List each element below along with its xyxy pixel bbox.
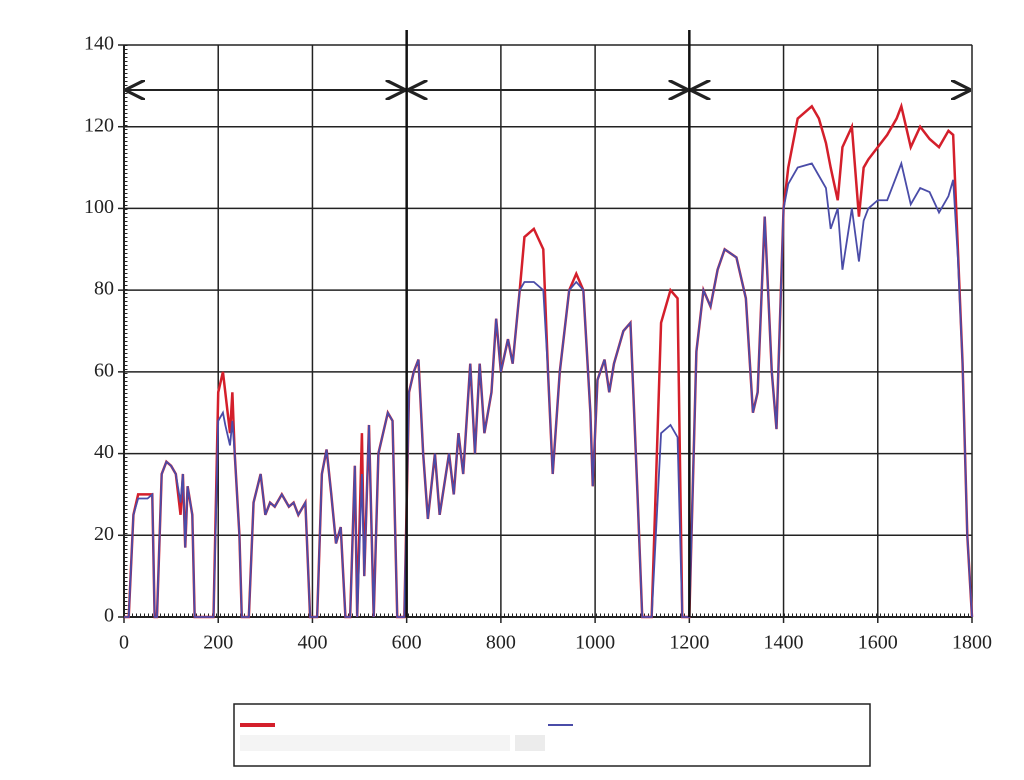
series-line xyxy=(124,160,973,618)
y-tick-label: 40 xyxy=(94,441,114,463)
x-tick-label: 400 xyxy=(297,632,327,654)
y-tick-label: 80 xyxy=(94,278,114,300)
x-tick-label: 1200 xyxy=(669,632,709,654)
x-tick-label: 1800 xyxy=(952,632,992,654)
y-tick-label: 140 xyxy=(84,33,114,55)
y-tick-label: 20 xyxy=(94,523,114,545)
y-tick-label: 100 xyxy=(84,196,114,218)
x-tick-label: 1400 xyxy=(764,632,804,654)
x-tick-label: 1000 xyxy=(575,632,615,654)
x-tick-label: 1600 xyxy=(858,632,898,654)
x-tick-label: 200 xyxy=(203,632,233,654)
y-tick-label: 60 xyxy=(94,359,114,381)
legend-shade xyxy=(240,735,510,751)
legend-shade xyxy=(515,735,545,751)
x-tick-label: 800 xyxy=(486,632,516,654)
y-tick-label: 0 xyxy=(104,605,114,627)
x-tick-label: 600 xyxy=(392,632,422,654)
x-tick-label: 0 xyxy=(119,632,129,654)
y-tick-label: 120 xyxy=(84,114,114,136)
